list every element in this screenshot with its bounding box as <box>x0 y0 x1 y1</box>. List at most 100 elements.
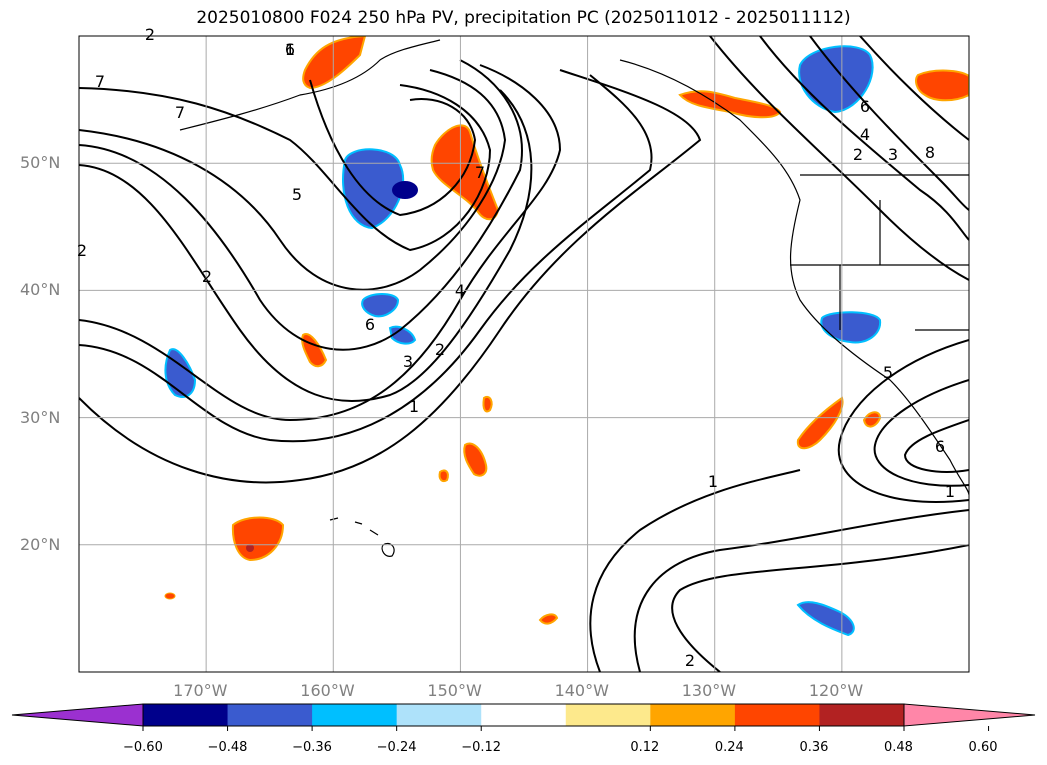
lon-tick-label: 120°W <box>808 681 864 700</box>
lon-tick-label: 170°W <box>173 681 228 700</box>
pv-contour-line <box>309 79 477 217</box>
lon-tick-label: 140°W <box>554 681 609 700</box>
precip-negative-blob <box>798 45 874 114</box>
pv-contour-label: 3 <box>403 352 413 371</box>
coastlines <box>179 39 969 557</box>
pv-contour-label: 5 <box>292 185 302 204</box>
pv-contour-label: 6 <box>935 437 945 456</box>
colorbar-segment <box>143 704 229 726</box>
colorbar-tick-label: −0.60 <box>123 740 163 755</box>
colorbar-segment <box>565 704 651 726</box>
pv-contour-label: 6 <box>285 40 295 59</box>
precip-positive-blob <box>438 469 449 483</box>
pv-contour-line <box>873 379 969 487</box>
precip-positive-blob <box>796 396 844 450</box>
precip-negative-core <box>392 181 418 199</box>
colorbar-extend-low <box>11 703 144 727</box>
colorbar-tick-label: 0.36 <box>799 740 829 755</box>
pv-contour-line <box>79 74 653 443</box>
pv-contour-label: 7 <box>475 163 485 182</box>
colorbar-tick-label: 0.48 <box>884 740 913 755</box>
pv-contour-label: 2 <box>202 267 212 286</box>
pv-contour-label: 1 <box>945 482 955 501</box>
pv-contour-line <box>759 36 969 241</box>
pv-contour-label: 2 <box>77 241 87 260</box>
pv-contour-line <box>671 544 969 672</box>
colorbar-segment <box>312 704 398 726</box>
pv-contour-label: 2 <box>853 145 863 164</box>
pv-contour-label: 3 <box>888 145 898 164</box>
lat-tick-label: 40°N <box>20 280 61 300</box>
colorbar-tick-label: 0.60 <box>968 740 998 755</box>
pv-contour-label: 1 <box>708 472 718 491</box>
lat-tick-label: 50°N <box>20 153 61 173</box>
colorbar-segment <box>734 704 820 726</box>
colorbar-segment <box>650 704 736 726</box>
lon-tick-label: 160°W <box>300 681 355 700</box>
pv-contour-line <box>79 69 507 291</box>
pv-contour-line <box>79 84 492 252</box>
lat-tick-label: 20°N <box>20 534 61 554</box>
pv-contour-line <box>79 69 702 484</box>
pv-contour-label: 2 <box>145 25 155 44</box>
hawaii-islands <box>329 517 395 557</box>
pv-contour-line <box>79 64 562 422</box>
colorbar-segment <box>481 704 567 726</box>
pv-contour-line <box>809 36 969 211</box>
colorbar-tick-label: −0.48 <box>207 740 248 755</box>
pv-contour-label: 7 <box>175 103 185 122</box>
lon-tick-label: 130°W <box>681 681 737 700</box>
colorbar-segment <box>396 704 482 726</box>
pv-contour-label: 4 <box>860 125 870 144</box>
lon-tick-label: 150°W <box>427 681 482 700</box>
precip-negative-blob <box>796 601 855 637</box>
pv-contour-label: 2 <box>435 340 445 359</box>
colorbar-tick-label: 0.12 <box>630 740 660 755</box>
pv-contour-label: 2 <box>685 651 695 670</box>
colorbar-tick-label: −0.12 <box>461 740 502 755</box>
map-frame <box>78 35 970 673</box>
colorbar-segment <box>819 704 905 726</box>
precip-positive-blob <box>301 333 328 368</box>
pv-contour-line <box>903 419 969 473</box>
us-state-lines <box>790 200 969 331</box>
pv-contour-label: 7 <box>95 72 105 91</box>
colorbar-tick-label: −0.24 <box>376 740 417 755</box>
pv-contour-label: 1 <box>409 397 419 416</box>
colorbar <box>11 703 1036 731</box>
pv-contour-line <box>709 36 969 281</box>
pv-contour-line <box>79 89 533 402</box>
pv-contour-label: 6 <box>860 97 870 116</box>
pv-contour-line <box>633 509 969 672</box>
colorbar-tick-label: −0.36 <box>292 740 332 755</box>
lat-tick-label: 30°N <box>20 407 61 427</box>
pv-contour-label: 6 <box>365 315 375 334</box>
colorbar-frame <box>142 703 905 727</box>
precip-negative-blob <box>820 311 882 344</box>
north-america-coast <box>619 59 969 496</box>
precip-positive-blob <box>231 516 285 562</box>
precip-positive-blob <box>302 36 367 90</box>
precip-positive-blob <box>915 69 969 102</box>
pv-contour-line <box>837 339 969 503</box>
graticule <box>79 36 969 672</box>
pv-contour-line <box>589 469 801 672</box>
pv-contour-label: 1 <box>285 40 295 59</box>
colorbar-tick-label: 0.24 <box>714 740 744 755</box>
alaska-coast <box>179 39 441 131</box>
precip-negative-blob <box>388 325 417 345</box>
precip-positive-blob <box>862 411 882 428</box>
colorbar-segment <box>227 704 313 726</box>
pv-contour-label: 5 <box>883 363 893 382</box>
colorbar-extend-high <box>903 703 1036 727</box>
map-area <box>79 36 969 672</box>
pv-contours <box>79 36 969 672</box>
precip-positive-core <box>246 544 254 552</box>
pv-contour-label: 8 <box>925 143 935 162</box>
pv-contour-line <box>859 36 969 141</box>
precip-positive-blob <box>482 396 493 413</box>
pv-contour-label: 4 <box>455 281 465 300</box>
precip-positive-blob <box>164 592 176 600</box>
